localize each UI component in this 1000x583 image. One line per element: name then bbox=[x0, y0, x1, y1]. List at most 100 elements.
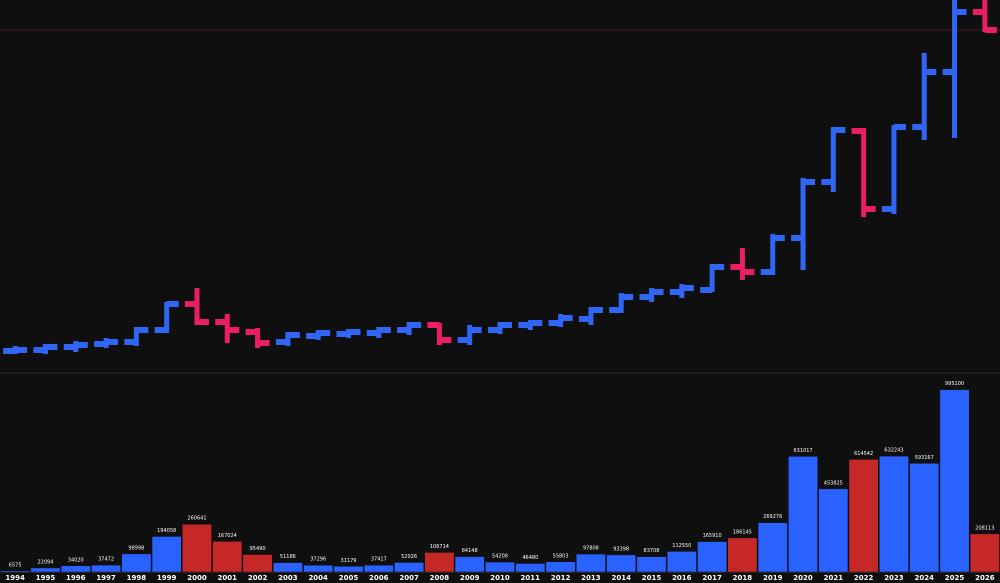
volume-bar bbox=[939, 389, 970, 573]
ohlc-close bbox=[954, 9, 967, 15]
x-tick-label: 2005 bbox=[339, 574, 359, 582]
ohlc-close bbox=[742, 269, 755, 275]
ohlc-close bbox=[803, 179, 816, 185]
ohlc-close bbox=[318, 330, 331, 336]
ohlc-close bbox=[651, 289, 664, 295]
volume-bar bbox=[757, 522, 788, 573]
volume-label: 34020 bbox=[68, 557, 84, 563]
ohlc-open bbox=[184, 301, 197, 307]
volume-bar bbox=[515, 563, 546, 573]
ohlc-close bbox=[166, 301, 179, 307]
volume-label: 165910 bbox=[703, 533, 722, 539]
ohlc-close bbox=[621, 294, 634, 300]
ohlc-open bbox=[94, 341, 107, 347]
ohlc-close bbox=[227, 327, 240, 333]
ohlc-range bbox=[709, 264, 715, 292]
ohlc-close bbox=[196, 319, 209, 325]
volume-bar bbox=[697, 541, 728, 573]
volume-bar bbox=[303, 564, 334, 573]
x-tick-label: 2024 bbox=[915, 574, 935, 582]
volume-label: 6575 bbox=[9, 562, 22, 568]
volume-label: 186145 bbox=[733, 529, 752, 535]
volume-label: 614542 bbox=[854, 451, 873, 457]
ohlc-open bbox=[639, 294, 652, 300]
ohlc-close bbox=[439, 337, 452, 343]
volume-bar bbox=[848, 459, 879, 573]
volume-bar bbox=[879, 455, 909, 573]
ohlc-range bbox=[891, 125, 897, 214]
ohlc-open bbox=[397, 327, 410, 333]
volume-label: 453825 bbox=[824, 480, 843, 486]
ohlc-close bbox=[590, 307, 603, 313]
volume-label: 37417 bbox=[371, 557, 387, 563]
volume-bar bbox=[242, 554, 273, 573]
volume-bar bbox=[545, 561, 576, 573]
ohlc-open bbox=[306, 333, 319, 339]
ohlc-range bbox=[770, 234, 776, 275]
ohlc-open bbox=[609, 307, 622, 313]
ohlc-open bbox=[881, 206, 894, 212]
ohlc-close bbox=[106, 339, 119, 345]
ohlc-close bbox=[893, 124, 906, 130]
ohlc-open bbox=[851, 128, 864, 134]
volume-label: 31179 bbox=[341, 558, 357, 564]
ohlc-close bbox=[681, 285, 694, 291]
x-tick-label: 2012 bbox=[551, 574, 571, 582]
ohlc-open bbox=[366, 330, 379, 336]
volume-bar bbox=[818, 488, 849, 573]
x-tick-label: 1994 bbox=[5, 574, 25, 582]
volume-label: 106714 bbox=[430, 544, 449, 550]
ohlc-open bbox=[154, 327, 167, 333]
ohlc-range bbox=[164, 302, 170, 333]
volume-bar bbox=[333, 566, 364, 573]
ohlc-close bbox=[530, 320, 543, 326]
volume-label: 83708 bbox=[644, 548, 660, 554]
volume-label: 46480 bbox=[522, 555, 538, 561]
ohlc-close bbox=[863, 206, 876, 212]
ohlc-open bbox=[730, 264, 743, 270]
x-tick-label: 2011 bbox=[521, 574, 541, 582]
x-tick-label: 2003 bbox=[278, 574, 298, 582]
volume-bar bbox=[121, 553, 152, 573]
ohlc-open bbox=[488, 327, 500, 333]
ohlc-open bbox=[245, 329, 258, 335]
volume-bar bbox=[666, 551, 697, 573]
ohlc-open bbox=[518, 322, 531, 328]
ohlc-open bbox=[700, 287, 713, 293]
ohlc-open bbox=[275, 339, 288, 345]
volume-bar bbox=[363, 564, 394, 573]
volume-label: 194058 bbox=[157, 528, 176, 534]
x-tick-label: 2009 bbox=[460, 574, 480, 582]
x-tick-label: 2007 bbox=[399, 574, 419, 582]
ohlc-close bbox=[469, 327, 482, 333]
volume-bar bbox=[636, 556, 667, 573]
ohlc-close bbox=[348, 329, 361, 335]
x-tick-label: 2010 bbox=[490, 574, 510, 582]
x-tick-label: 2006 bbox=[369, 574, 389, 582]
volume-bar bbox=[212, 541, 243, 573]
ohlc-range bbox=[982, 0, 988, 32]
ohlc-open bbox=[63, 344, 76, 350]
x-tick-label: 1998 bbox=[127, 574, 147, 582]
ohlc-range bbox=[861, 128, 867, 217]
ohlc-open bbox=[972, 9, 985, 15]
ohlc-close bbox=[75, 342, 88, 348]
volume-bar bbox=[91, 564, 121, 573]
volume-label: 93398 bbox=[613, 546, 629, 552]
ohlc-close bbox=[287, 332, 300, 338]
volume-label: 98998 bbox=[128, 545, 144, 551]
ohlc-open bbox=[578, 316, 591, 322]
volume-bar bbox=[788, 456, 818, 573]
volume-bar bbox=[151, 536, 182, 573]
volume-label: 260641 bbox=[187, 516, 206, 522]
volume-label: 995100 bbox=[945, 381, 964, 387]
ohlc-range bbox=[467, 325, 473, 345]
ohlc-open bbox=[33, 347, 46, 353]
ohlc-range bbox=[255, 328, 261, 348]
volume-bar bbox=[0, 570, 31, 573]
ohlc-close bbox=[772, 235, 785, 241]
x-tick-label: 2019 bbox=[763, 574, 783, 582]
ohlc-open bbox=[760, 269, 773, 275]
